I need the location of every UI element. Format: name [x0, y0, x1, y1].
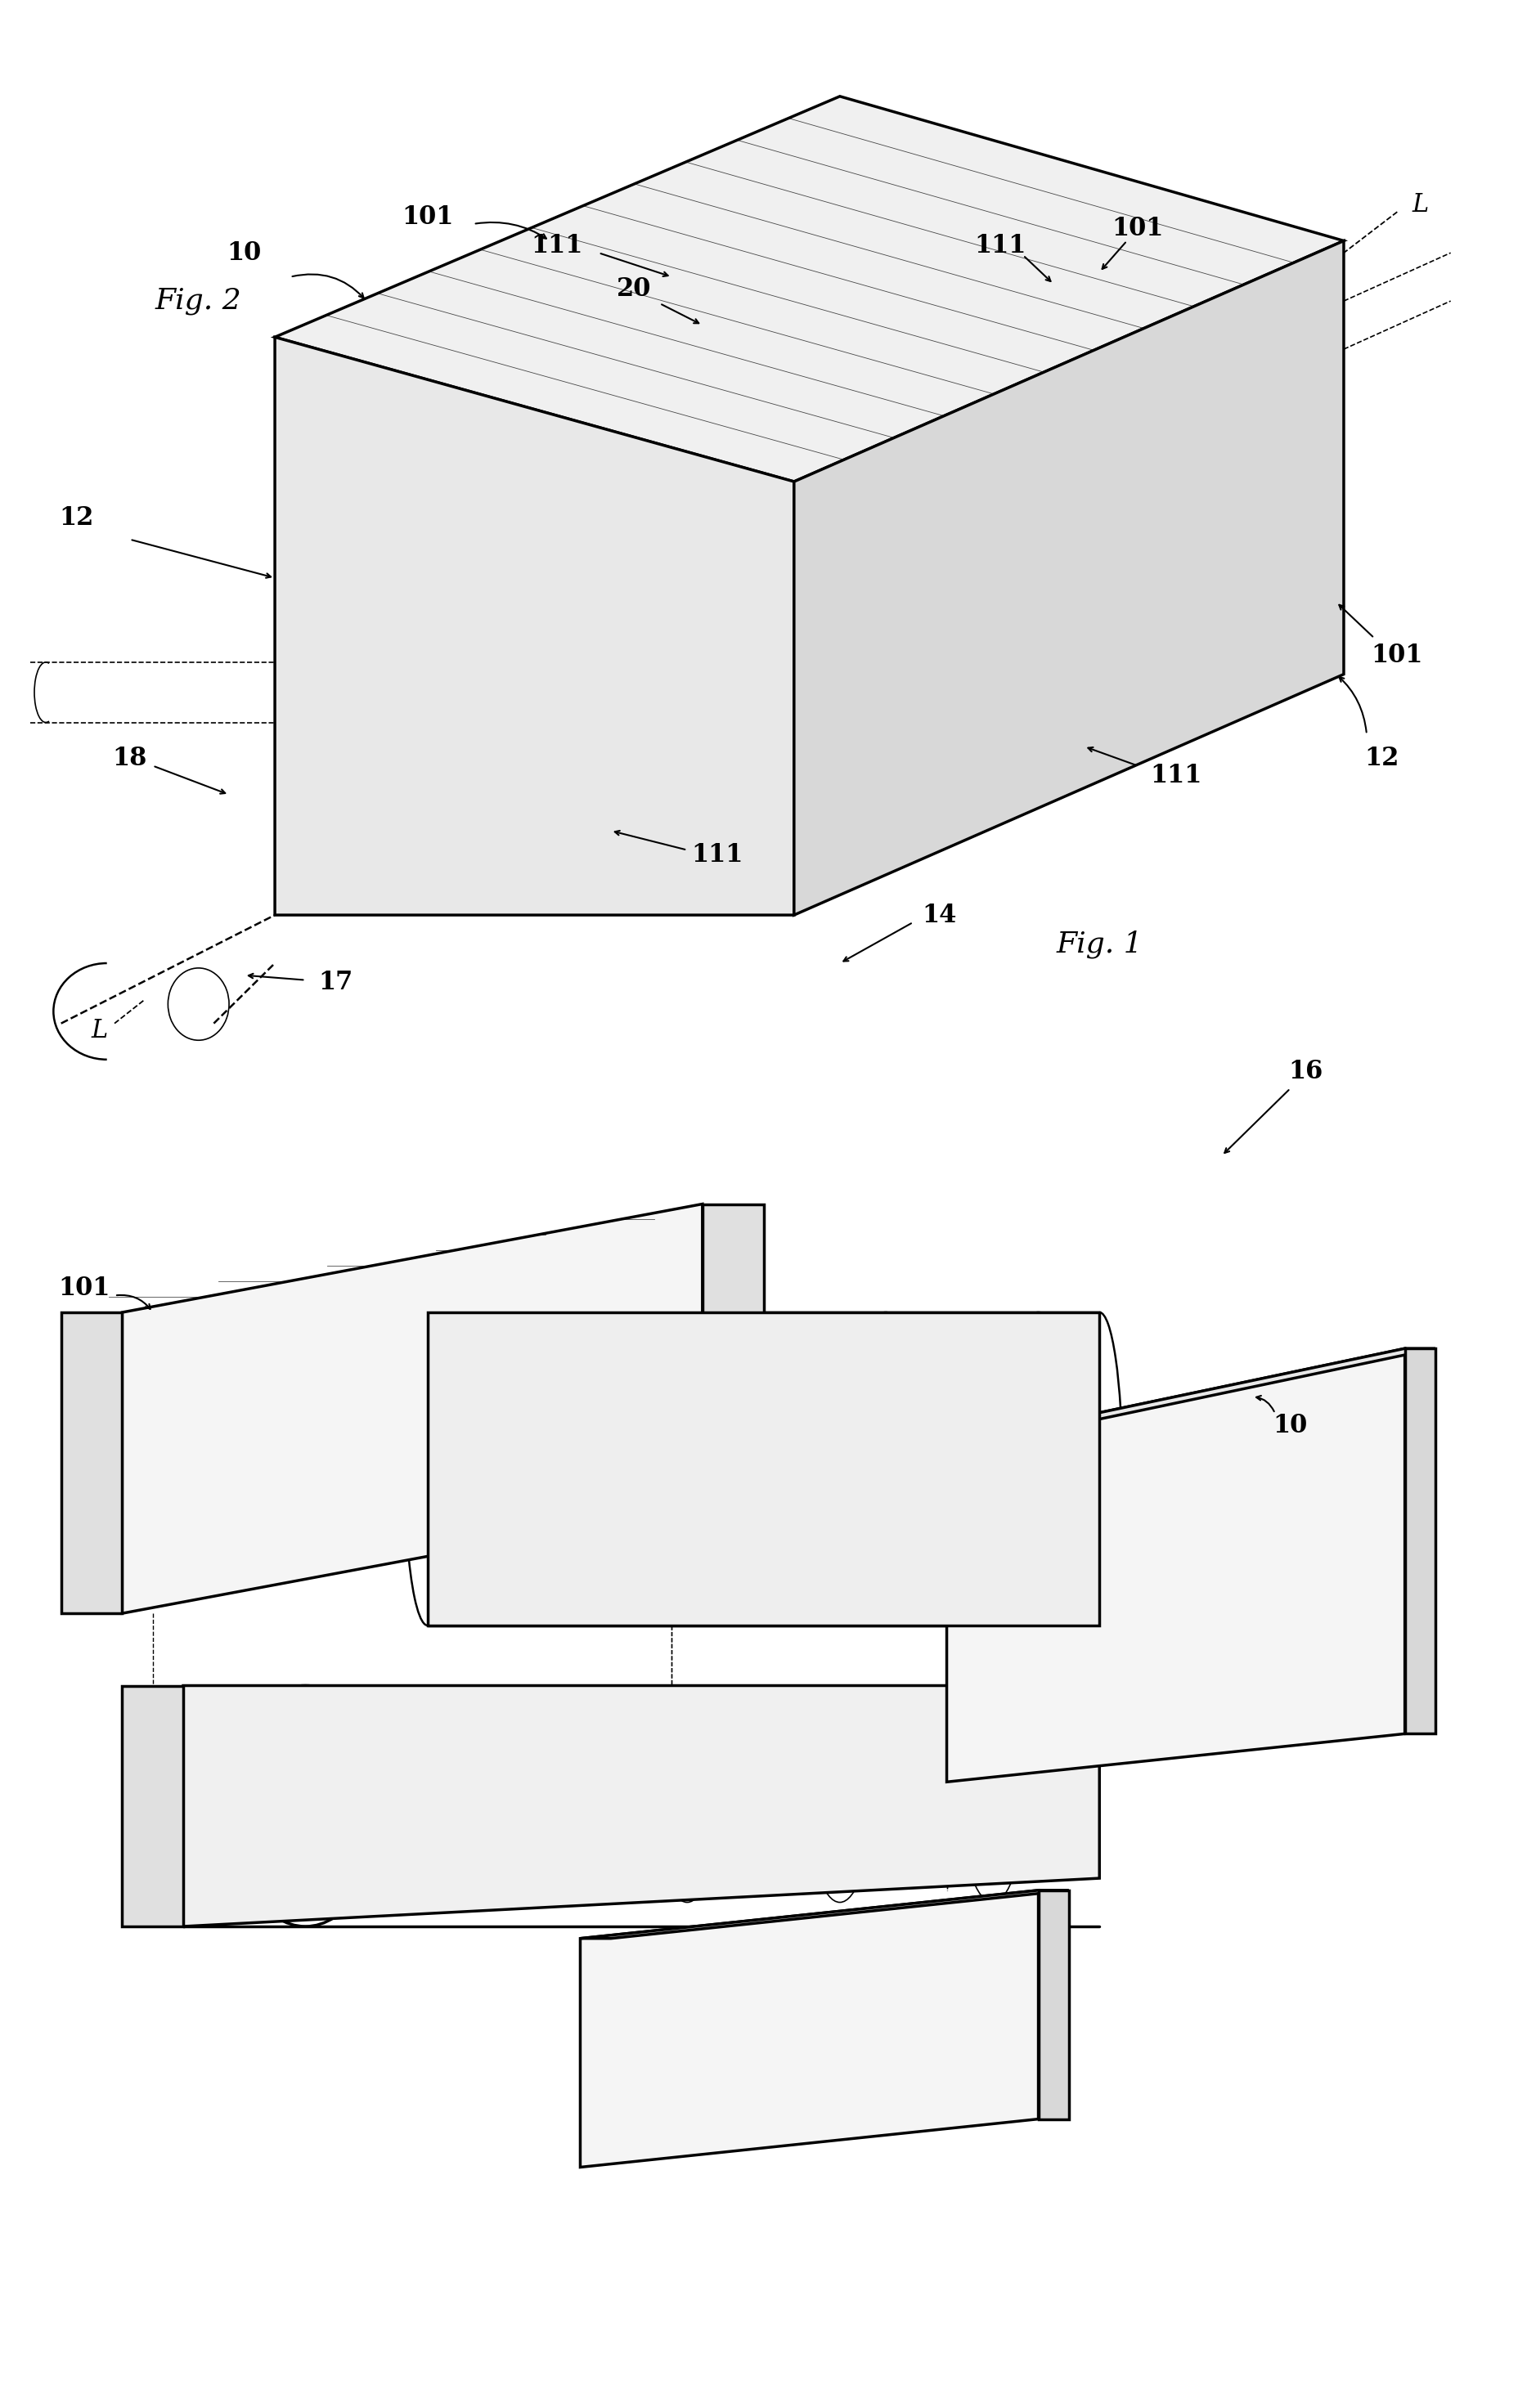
- Polygon shape: [275, 337, 794, 915]
- Polygon shape: [61, 1312, 122, 1613]
- Text: 16: 16: [1289, 1060, 1322, 1084]
- Polygon shape: [794, 241, 1344, 915]
- Text: 101: 101: [58, 1276, 110, 1300]
- Polygon shape: [275, 96, 1344, 482]
- Text: 12: 12: [1365, 746, 1399, 771]
- Text: 20: 20: [617, 277, 651, 301]
- Polygon shape: [183, 1686, 1099, 1926]
- Text: Fig. 2: Fig. 2: [156, 287, 241, 315]
- Text: L: L: [92, 1019, 107, 1043]
- Text: 18: 18: [113, 746, 147, 771]
- Text: 111: 111: [1150, 763, 1202, 787]
- Polygon shape: [122, 1686, 183, 1926]
- Text: 111: 111: [974, 234, 1026, 258]
- Text: 12: 12: [60, 506, 93, 530]
- Text: 111: 111: [692, 843, 744, 867]
- Polygon shape: [1405, 1348, 1435, 1734]
- Text: 14: 14: [922, 903, 956, 927]
- Polygon shape: [1038, 1890, 1069, 2119]
- Polygon shape: [947, 1348, 1435, 1445]
- Text: 101: 101: [1112, 217, 1164, 241]
- Text: 101: 101: [1371, 643, 1423, 667]
- Polygon shape: [580, 1890, 1038, 2167]
- Text: 111: 111: [531, 234, 583, 258]
- Polygon shape: [580, 1890, 1069, 1938]
- Polygon shape: [702, 1204, 764, 1505]
- Text: 101: 101: [402, 205, 454, 229]
- Text: 10: 10: [228, 241, 261, 265]
- Text: L: L: [1412, 193, 1428, 217]
- Polygon shape: [947, 1348, 1405, 1782]
- Text: Fig. 1: Fig. 1: [1057, 929, 1142, 958]
- Text: 60: 60: [686, 1413, 719, 1438]
- Polygon shape: [428, 1312, 1099, 1625]
- Text: 10: 10: [1274, 1413, 1307, 1438]
- Polygon shape: [122, 1204, 702, 1613]
- Text: 17: 17: [319, 970, 353, 995]
